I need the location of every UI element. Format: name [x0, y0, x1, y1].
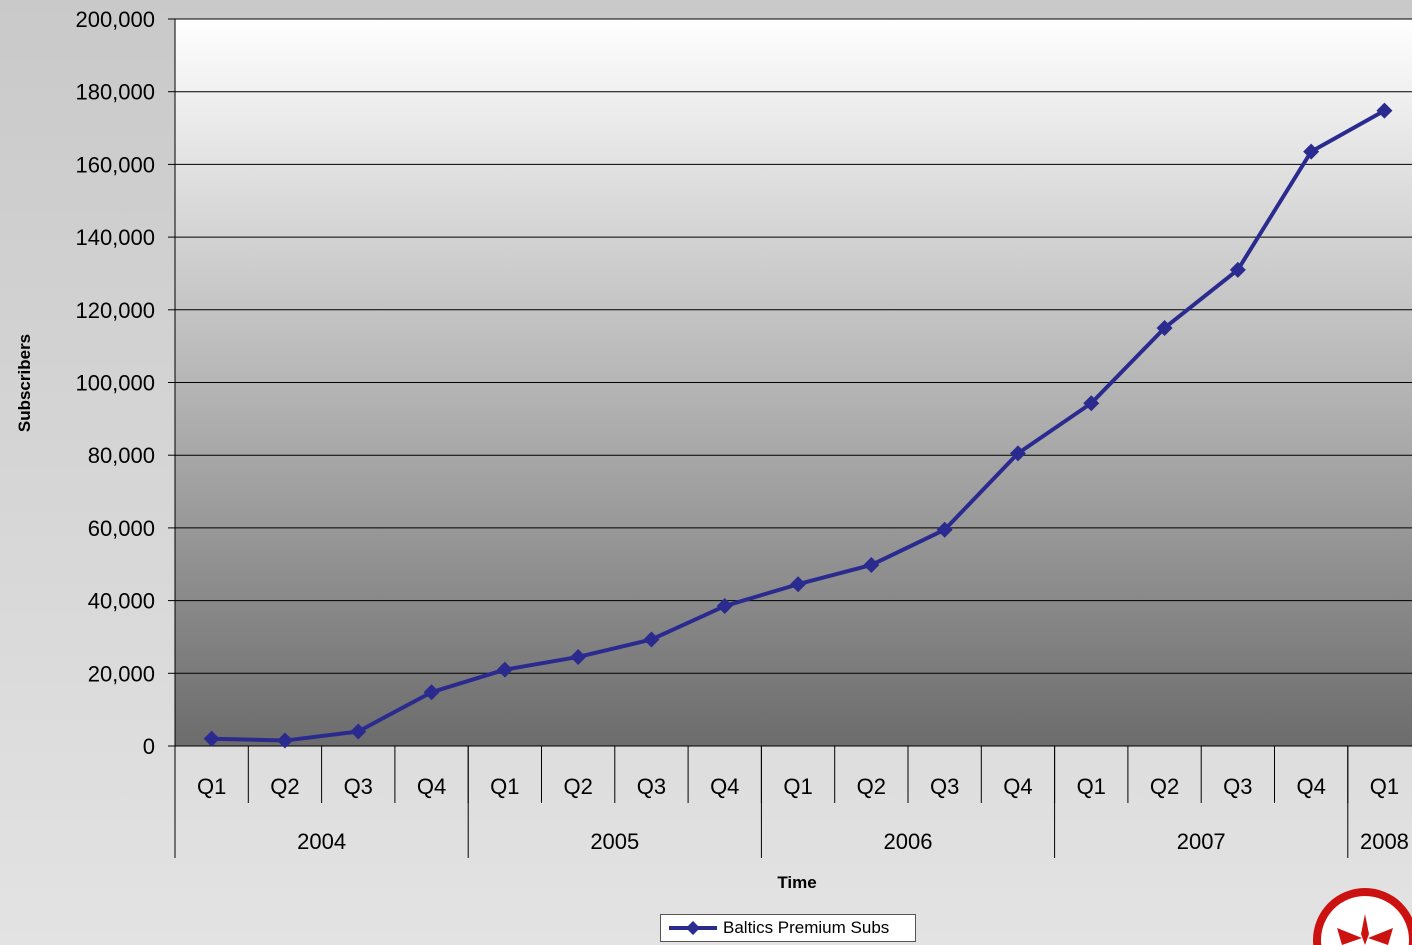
- x-tick-label: Q1: [490, 774, 519, 799]
- y-tick-label: 200,000: [75, 7, 155, 32]
- x-tick-label: Q2: [857, 774, 886, 799]
- legend-label: Baltics Premium Subs: [723, 918, 890, 937]
- x-axis-title: Time: [777, 873, 816, 892]
- y-tick-label: 100,000: [75, 371, 155, 396]
- x-tick-label: Q3: [344, 774, 373, 799]
- x-tick-label: Q2: [270, 774, 299, 799]
- x-group-label: 2006: [884, 829, 933, 854]
- data-point: [1156, 319, 1173, 336]
- x-tick-label: Q4: [710, 774, 739, 799]
- y-tick-label: 20,000: [88, 661, 155, 686]
- data-point: [496, 661, 513, 678]
- y-tick-label: 60,000: [88, 516, 155, 541]
- y-tick-label: 80,000: [88, 443, 155, 468]
- data-point: [936, 521, 953, 538]
- data-point: [1376, 102, 1393, 119]
- data-point: [570, 648, 587, 665]
- data-point: [1229, 261, 1246, 278]
- data-point: [1083, 395, 1100, 412]
- x-group-label: 2008: [1360, 829, 1409, 854]
- x-group-label: 2004: [297, 829, 346, 854]
- series-layer: [203, 102, 1393, 749]
- x-tick-label: Q4: [1003, 774, 1032, 799]
- compass-logo-icon: [1313, 888, 1412, 945]
- x-tick-label: Q4: [417, 774, 446, 799]
- data-point: [1303, 143, 1320, 160]
- y-tick-label: 160,000: [75, 152, 155, 177]
- gridlines: [175, 18, 1412, 674]
- data-point: [203, 730, 220, 747]
- x-tick-label: Q3: [637, 774, 666, 799]
- data-point: [643, 631, 660, 648]
- x-group-label: 2007: [1177, 829, 1226, 854]
- data-point: [276, 732, 293, 749]
- data-point: [863, 556, 880, 573]
- x-tick-label: Q3: [930, 774, 959, 799]
- x-group-label: 2005: [590, 829, 639, 854]
- data-point: [1009, 445, 1026, 462]
- x-tick-label: Q1: [1077, 774, 1106, 799]
- data-point: [350, 723, 367, 740]
- y-tick-label: 0: [143, 734, 155, 759]
- x-tick-label: Q2: [563, 774, 592, 799]
- data-point: [790, 576, 807, 593]
- x-axis-ticks: Q1 Q2 Q3 Q4 Q1 Q2 Q3 Q4 Q1 Q2 Q3 Q4 Q1 Q2 Q3 Q4 Q1 2004 20…: [174, 746, 1409, 858]
- y-tick-label: 140,000: [75, 225, 155, 250]
- x-tick-label: Q1: [197, 774, 226, 799]
- data-point: [716, 598, 733, 615]
- data-point: [423, 684, 440, 701]
- x-tick-label: Q3: [1223, 774, 1252, 799]
- y-tick-label: 120,000: [75, 298, 155, 323]
- x-tick-label: Q1: [1370, 774, 1399, 799]
- chart-legend: Baltics Premium Subs: [660, 914, 916, 942]
- x-tick-label: Q4: [1296, 774, 1325, 799]
- legend-series-marker: [669, 921, 717, 935]
- y-axis-ticks: 0 20,000 40,000 60,000 80,000 100,000 120,000 1…: [75, 7, 175, 759]
- x-tick-label: Q1: [783, 774, 812, 799]
- x-tick-label: Q2: [1150, 774, 1179, 799]
- y-axis-title: Subscribers: [15, 334, 34, 432]
- y-tick-label: 180,000: [75, 80, 155, 105]
- y-tick-label: 40,000: [88, 589, 155, 614]
